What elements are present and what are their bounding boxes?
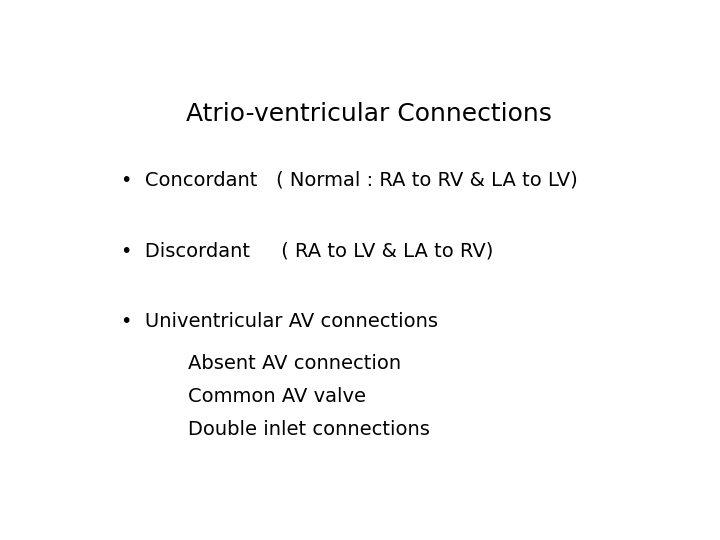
Text: •  Concordant   ( Normal : RA to RV & LA to LV): • Concordant ( Normal : RA to RV & LA to…	[121, 171, 577, 190]
Text: Atrio-ventricular Connections: Atrio-ventricular Connections	[186, 102, 552, 126]
Text: Common AV valve: Common AV valve	[188, 387, 366, 406]
Text: •  Discordant     ( RA to LV & LA to RV): • Discordant ( RA to LV & LA to RV)	[121, 241, 493, 260]
Text: •  Univentricular AV connections: • Univentricular AV connections	[121, 312, 438, 331]
Text: Absent AV connection: Absent AV connection	[188, 354, 401, 373]
Text: Double inlet connections: Double inlet connections	[188, 420, 430, 440]
